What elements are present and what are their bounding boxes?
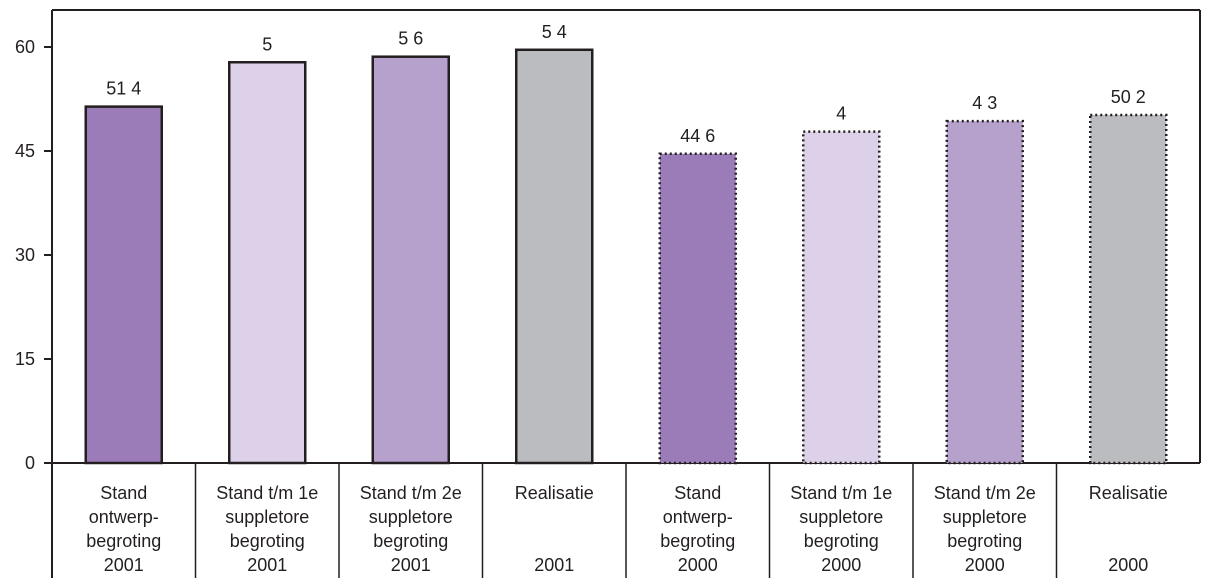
x-category-label: suppletore xyxy=(943,507,1027,527)
bar xyxy=(84,105,163,465)
x-category-label: Stand t/m 1e xyxy=(790,483,892,503)
x-category-label: 2001 xyxy=(534,555,574,575)
x-category-label: begroting xyxy=(86,531,161,551)
bar-data-label: 5 xyxy=(262,34,272,54)
bar xyxy=(945,119,1024,465)
x-category-label: Realisatie xyxy=(1089,483,1168,503)
y-tick-label: 60 xyxy=(15,37,35,57)
bar-data-label: 5 4 xyxy=(542,22,567,42)
bar xyxy=(515,48,594,465)
x-category-label: begroting xyxy=(947,531,1022,551)
x-category-label: begroting xyxy=(660,531,735,551)
bar xyxy=(658,152,737,465)
x-category-label: begroting xyxy=(373,531,448,551)
y-axis: 0 15 30 45 60 xyxy=(15,37,52,473)
bar xyxy=(228,61,307,465)
bar xyxy=(1089,113,1168,465)
x-category-label: Stand t/m 2e xyxy=(360,483,462,503)
bar-data-label: 50 2 xyxy=(1111,87,1146,107)
bar xyxy=(802,130,881,465)
x-category-label: 2000 xyxy=(965,555,1005,575)
bar xyxy=(371,55,450,465)
x-category-label: Realisatie xyxy=(515,483,594,503)
bar-data-label: 51 4 xyxy=(106,79,141,99)
x-category-label: Stand t/m 1e xyxy=(216,483,318,503)
y-tick-label: 0 xyxy=(25,453,35,473)
bars: 51 4 5 5 6 5 4 44 6 4 4 3 50 2 xyxy=(84,22,1168,465)
bar-data-label: 4 3 xyxy=(972,93,997,113)
x-category-label: 2000 xyxy=(821,555,861,575)
x-category-label: begroting xyxy=(804,531,879,551)
x-category-label: Stand xyxy=(674,483,721,503)
bar-data-label: 4 xyxy=(836,104,846,124)
y-tick-label: 30 xyxy=(15,245,35,265)
x-category-label: suppletore xyxy=(225,507,309,527)
bar-data-label: 44 6 xyxy=(680,126,715,146)
x-category-label: 2000 xyxy=(1108,555,1148,575)
bar-data-label: 5 6 xyxy=(398,29,423,49)
x-category-label: Stand t/m 2e xyxy=(934,483,1036,503)
x-category-label: 2001 xyxy=(247,555,287,575)
x-category-label: ontwerp- xyxy=(89,507,159,527)
y-tick-label: 45 xyxy=(15,141,35,161)
x-category-label: suppletore xyxy=(799,507,883,527)
x-category-label: 2000 xyxy=(678,555,718,575)
x-category-label: Stand xyxy=(100,483,147,503)
x-category-label: 2001 xyxy=(391,555,431,575)
y-tick-label: 15 xyxy=(15,349,35,369)
x-category-label: suppletore xyxy=(369,507,453,527)
x-category-label: 2001 xyxy=(104,555,144,575)
x-category-label: begroting xyxy=(230,531,305,551)
x-axis: Stand ontwerp-begroting 2001 Stand t/m 1e su… xyxy=(86,463,1168,578)
x-category-label: ontwerp- xyxy=(663,507,733,527)
